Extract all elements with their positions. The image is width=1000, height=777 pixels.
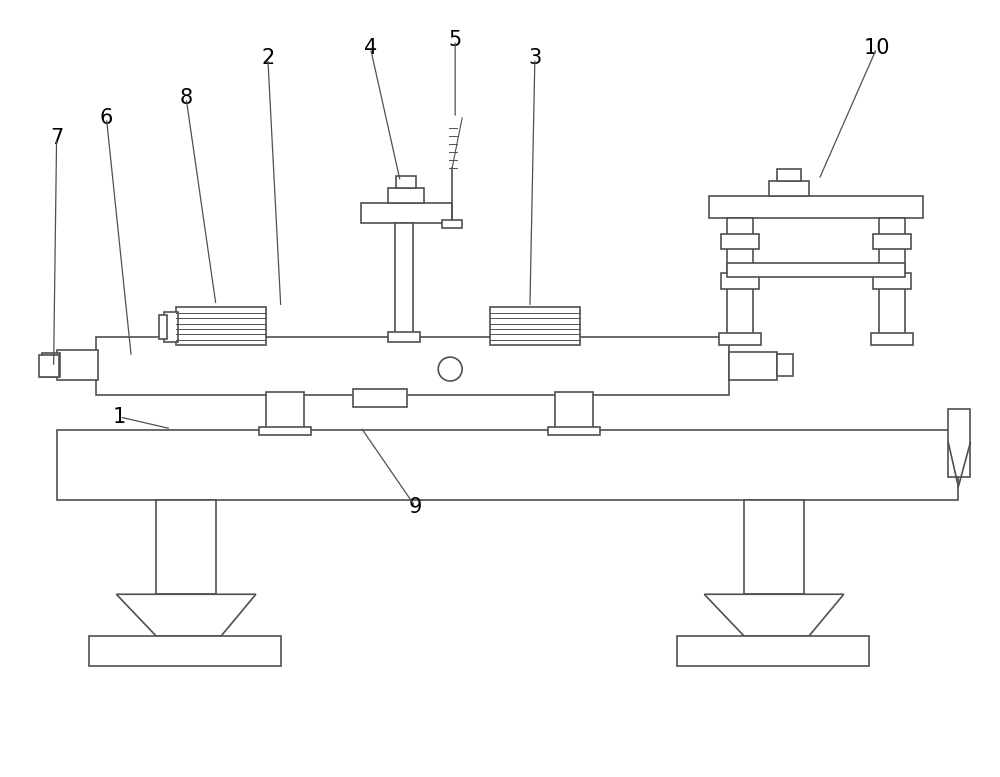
Polygon shape [704,594,844,636]
Text: 5: 5 [449,30,462,51]
Bar [948,409,970,476]
Bar [727,218,753,337]
Bar [42,353,60,377]
Polygon shape [116,594,256,636]
Bar [388,333,420,342]
Bar [769,181,809,196]
Text: 6: 6 [100,108,113,128]
Text: 1: 1 [113,407,126,427]
Bar [729,352,777,380]
Text: 9: 9 [409,497,422,517]
Bar [555,392,593,430]
Bar [548,427,600,435]
Bar [164,312,178,342]
Bar [777,169,801,181]
Bar [490,307,580,345]
Bar [721,274,759,289]
Text: 4: 4 [364,38,377,58]
Bar [777,354,793,376]
Text: 7: 7 [50,128,63,148]
Bar [57,350,98,380]
Bar [879,218,905,337]
Bar [96,337,729,395]
Bar [266,392,304,430]
Bar [709,196,923,218]
Bar [156,500,216,594]
Bar [721,234,759,249]
Bar [395,222,413,337]
Bar [176,307,266,345]
Text: 2: 2 [261,48,274,68]
Bar [259,427,311,435]
Bar [89,636,281,666]
Bar [39,355,59,377]
Bar [873,274,911,289]
Bar [159,315,167,340]
Text: 8: 8 [180,88,193,108]
Bar [388,188,424,203]
Bar [677,636,869,666]
Text: 3: 3 [528,48,541,68]
Bar [871,333,913,345]
Bar [396,176,416,188]
Bar [744,500,804,594]
Bar [57,430,958,500]
Bar [727,263,905,277]
Bar [873,234,911,249]
Bar [719,333,761,345]
Bar [353,389,407,407]
Bar [442,220,462,228]
Bar [361,203,452,222]
Text: 10: 10 [863,38,890,58]
